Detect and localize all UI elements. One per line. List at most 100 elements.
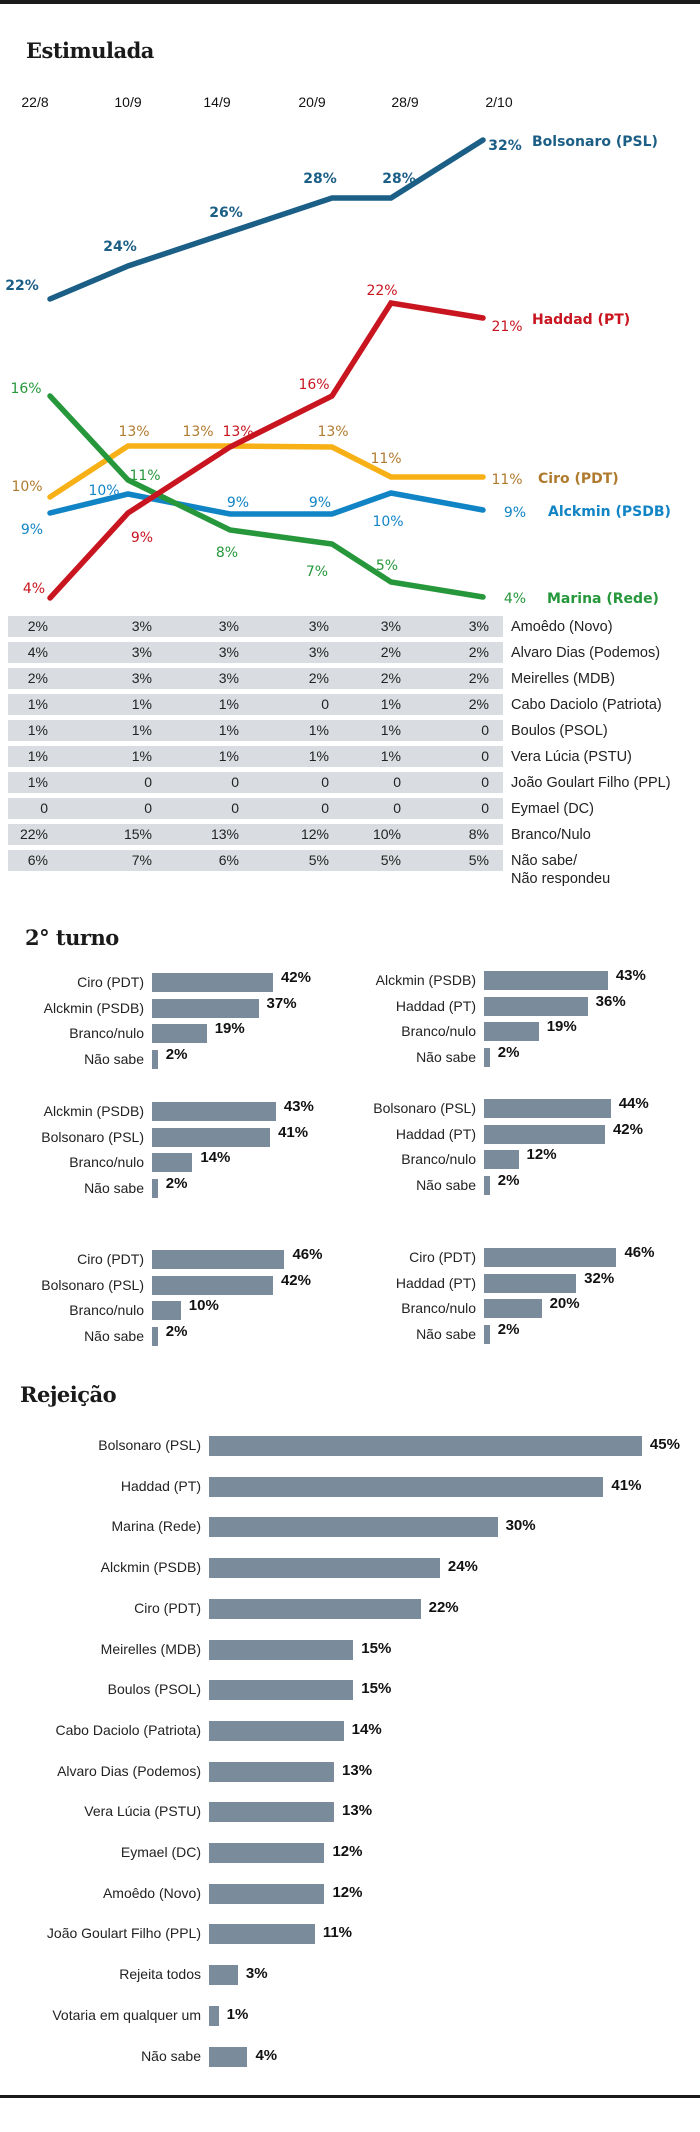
- runoff-bar: [484, 1099, 611, 1118]
- table-cell: 8%: [468, 826, 489, 842]
- runoff-label: Branco/nulo: [69, 1302, 144, 1318]
- segundo-turno-title: 2° turno: [25, 925, 119, 950]
- table-cell: 1%: [27, 696, 48, 712]
- table-cell: 0: [393, 774, 401, 790]
- runoff-bar: [152, 1301, 181, 1320]
- row-label-text: Não sabe/: [511, 853, 578, 869]
- rejection-label: Não sabe: [141, 2047, 201, 2064]
- runoff-label: Não sabe: [84, 1050, 144, 1067]
- runoff-value: 2%: [165, 1322, 188, 1340]
- row-label-text: Amoêdo (Novo): [511, 619, 613, 635]
- table-cell: 2%: [380, 670, 401, 686]
- rejection-label: Votaria em qualquer um: [52, 2006, 201, 2023]
- rejection-label: Meirelles (MDB): [100, 1640, 201, 1657]
- runoff-label: Haddad (PT): [395, 997, 476, 1014]
- runoff-label: Ciro (PDT): [409, 1249, 476, 1265]
- runoff-label: Não sabe: [416, 1176, 476, 1193]
- data-label: 32%: [488, 138, 522, 154]
- runoff-label: Alckmin (PSDB): [375, 972, 476, 988]
- runoff-value: 44%: [618, 1095, 649, 1112]
- runoff-label: Alckmin (PSDB): [43, 999, 144, 1016]
- data-label: 22%: [366, 283, 397, 299]
- rejection-label: Ciro (PDT): [134, 1599, 201, 1616]
- table-cell: 1%: [27, 748, 48, 764]
- table-row: 6% 7% 6% 5% 5% 5%: [8, 850, 503, 871]
- table-row-label: Branco/Nulo: [511, 826, 591, 844]
- rejection-bar: [209, 1802, 335, 1823]
- runoff-value: 46%: [292, 1246, 323, 1263]
- table-cell: 15%: [123, 826, 152, 842]
- table-cell: 2%: [468, 644, 489, 660]
- runoff-value: 42%: [612, 1120, 643, 1138]
- table-cell: 0: [481, 800, 489, 816]
- row-label-text: Branco/Nulo: [511, 827, 591, 843]
- runoff-value: 14%: [200, 1149, 231, 1166]
- rejection-value: 3%: [245, 1965, 268, 1983]
- table-cell: 13%: [210, 826, 239, 842]
- table-row: 2% 3% 3% 3% 3% 3%: [8, 616, 503, 637]
- rejection-bar: [209, 1761, 335, 1782]
- runoff-bar: [484, 1047, 490, 1067]
- table-cell: 1%: [308, 748, 329, 764]
- table-cell: 22%: [19, 826, 48, 842]
- table-cell: 1%: [218, 748, 239, 764]
- table-row: 4% 3% 3% 3% 2% 2%: [8, 642, 503, 663]
- runoff-value: 36%: [595, 992, 626, 1010]
- rejection-label: Boulos (PSOL): [107, 1681, 201, 1698]
- table-row-label: Eymael (DC): [511, 800, 594, 818]
- runoff-bar: [152, 1326, 158, 1346]
- rejection-value: 30%: [505, 1517, 536, 1535]
- table-cell: 0: [481, 722, 489, 738]
- runoff-bar: [484, 971, 608, 990]
- bottom-rule: [0, 2095, 700, 2098]
- table-row: 1% 1% 1% 1% 1% 0: [8, 720, 503, 741]
- date-label: 14/9: [203, 94, 231, 110]
- table-cell: 3%: [308, 644, 329, 660]
- date-label: 28/9: [391, 94, 419, 110]
- rejection-value: 14%: [351, 1720, 382, 1738]
- runoff-bar: [484, 1022, 539, 1041]
- table-row: 0 0 0 0 0 0: [8, 798, 503, 819]
- runoff-label: Não sabe: [84, 1327, 144, 1344]
- rejection-bar: [209, 1598, 421, 1619]
- table-row: 1% 0 0 0 0 0: [8, 772, 503, 793]
- rejection-bar: [209, 1720, 344, 1741]
- table-cell: 5%: [468, 852, 489, 868]
- rejection-value: 24%: [447, 1558, 478, 1576]
- runoff-label: Haddad (PT): [395, 1125, 476, 1142]
- runoff-bar: [152, 1275, 273, 1295]
- table-cell: 1%: [131, 722, 152, 738]
- rejection-value: 13%: [342, 1761, 373, 1779]
- data-label: 16%: [298, 377, 329, 393]
- table-cell: 1%: [218, 696, 239, 712]
- runoff-label: Branco/nulo: [401, 1300, 476, 1316]
- table-cell: 0: [321, 696, 329, 712]
- data-label: 11%: [370, 451, 401, 467]
- table-cell: 3%: [131, 618, 152, 634]
- table-cell: 5%: [380, 852, 401, 868]
- runoff-bar: [484, 1175, 490, 1195]
- runoff-bar: [484, 996, 588, 1016]
- runoff-value: 32%: [584, 1269, 615, 1287]
- data-label: 28%: [303, 171, 337, 187]
- line-chart: 22% 24% 26% 28% 28% 32% Bolsonaro (PSL) 4% 9% 13%…: [5, 134, 671, 607]
- runoff-bar: [484, 1324, 490, 1344]
- series-line-haddad: [47, 299, 486, 601]
- table-cell: 0: [393, 800, 401, 816]
- table-row: 2% 3% 3% 2% 2% 2%: [8, 668, 503, 689]
- rejection-bar: [209, 1883, 325, 1904]
- runoff-label: Ciro (PDT): [77, 974, 144, 990]
- table-row-label: Amoêdo (Novo): [511, 618, 613, 636]
- runoff-label: Branco/nulo: [401, 1023, 476, 1039]
- table-cell: 3%: [380, 618, 401, 634]
- data-label: 9%: [227, 495, 249, 511]
- table-row: 1% 1% 1% 1% 1% 0: [8, 746, 503, 767]
- table-cell: 12%: [300, 826, 329, 842]
- runoff-value: 19%: [546, 1018, 577, 1035]
- runoff-label: Ciro (PDT): [77, 1251, 144, 1267]
- series-line-ciro: [47, 443, 486, 500]
- data-label: 13%: [118, 424, 149, 440]
- runoff-value: 43%: [283, 1098, 314, 1115]
- rejection-value: 41%: [611, 1476, 642, 1494]
- rejection-bar: [209, 1965, 238, 1986]
